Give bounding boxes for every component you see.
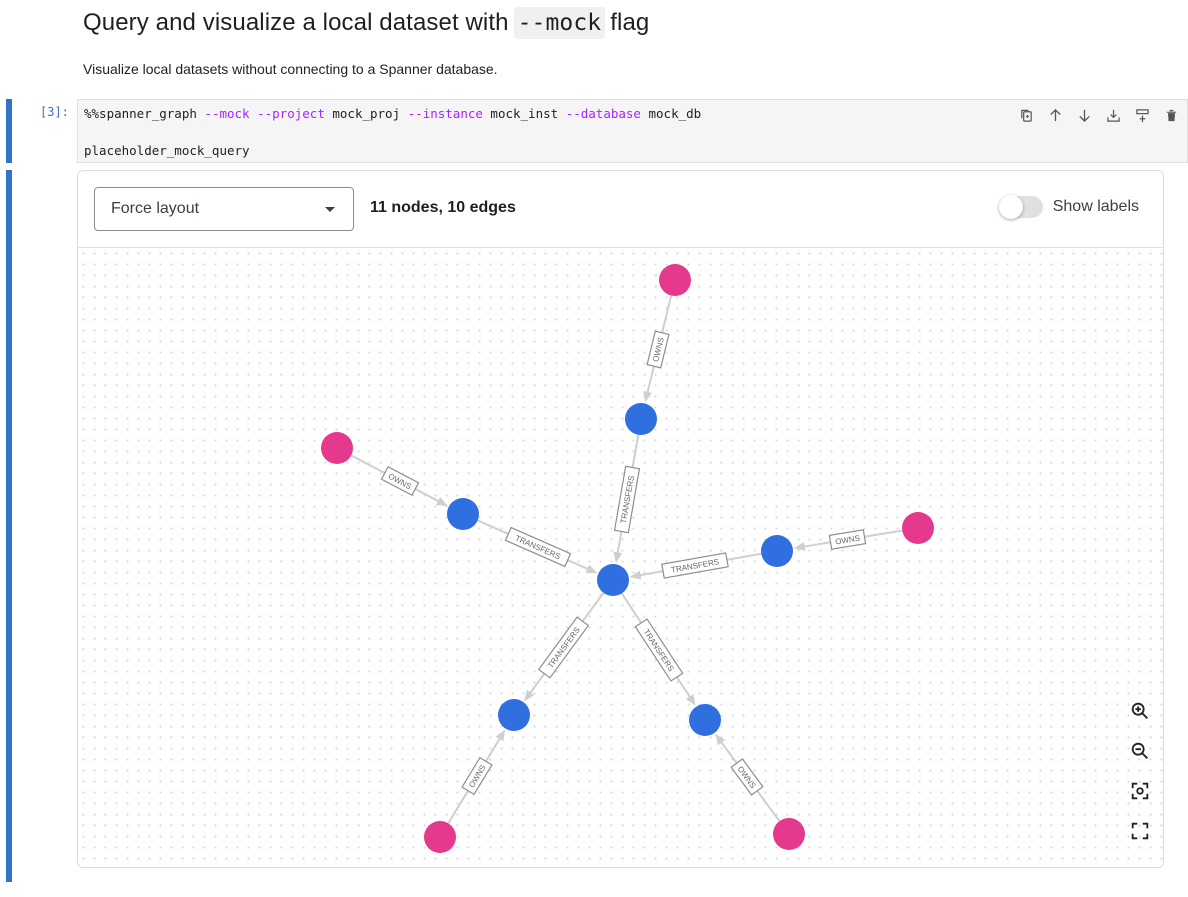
title-code: --mock bbox=[513, 7, 606, 39]
graph-edge[interactable]: TRANSFERS bbox=[613, 434, 641, 564]
title-text-before: Query and visualize a local dataset with bbox=[83, 9, 509, 36]
graph-svg[interactable]: OWNS OWNS OWNS OWNS OWNS TRANSFERS TRANSFERS TR… bbox=[78, 248, 1163, 868]
code-line-1[interactable]: %%spanner_graph --mock --project mock_pr… bbox=[84, 106, 702, 121]
arrowhead-icon bbox=[613, 551, 623, 564]
arrowhead-icon bbox=[793, 542, 806, 551]
recenter-icon bbox=[1131, 782, 1149, 800]
insert-below-icon bbox=[1136, 108, 1149, 122]
markdown-description: Visualize local datasets without connect… bbox=[83, 61, 498, 77]
code-line-2[interactable]: placeholder_mock_query bbox=[84, 143, 250, 158]
zoom-out-icon bbox=[1131, 742, 1148, 759]
edge-label: OWNS bbox=[730, 758, 764, 796]
nodes-layer bbox=[321, 264, 934, 853]
layout-select-value: Force layout bbox=[111, 200, 200, 217]
delete-icon bbox=[1166, 109, 1177, 121]
viewer-header: Force layout 11 nodes, 10 edges Show lab… bbox=[78, 171, 1163, 248]
person-node[interactable] bbox=[902, 512, 934, 544]
edge-label-text: TRANSFERS bbox=[546, 626, 582, 670]
move-up-button[interactable] bbox=[1044, 105, 1067, 125]
graph-edge[interactable]: OWNS bbox=[715, 733, 781, 822]
account-node[interactable] bbox=[625, 403, 657, 435]
cell-selection-bar[interactable] bbox=[6, 99, 12, 163]
edge-label-text: OWNS bbox=[835, 534, 861, 547]
account-node[interactable] bbox=[597, 564, 629, 596]
arrowhead-icon bbox=[715, 733, 726, 746]
edge-label: TRANSFERS bbox=[634, 618, 684, 682]
person-node[interactable] bbox=[773, 818, 805, 850]
edge-label: TRANSFERS bbox=[504, 526, 572, 568]
cell-prompt: [3]: bbox=[40, 105, 69, 119]
edge-label: TRANSFERS bbox=[537, 616, 590, 679]
graph-edge[interactable]: TRANSFERS bbox=[477, 519, 598, 574]
delete-cell-button[interactable] bbox=[1160, 105, 1183, 125]
arrowhead-icon bbox=[524, 689, 535, 702]
account-node[interactable] bbox=[447, 498, 479, 530]
copy-icon bbox=[1021, 109, 1032, 122]
recenter-button[interactable] bbox=[1128, 779, 1152, 803]
person-node[interactable] bbox=[424, 821, 456, 853]
move-down-button[interactable] bbox=[1073, 105, 1096, 125]
copy-cell-button[interactable] bbox=[1015, 105, 1038, 125]
account-node[interactable] bbox=[498, 699, 530, 731]
toggle-knob bbox=[998, 195, 1023, 219]
graph-canvas[interactable]: OWNS OWNS OWNS OWNS OWNS TRANSFERS TRANSFERS TR… bbox=[78, 248, 1163, 867]
zoom-in-icon bbox=[1131, 702, 1148, 719]
edge-label: TRANSFERS bbox=[613, 465, 641, 534]
edge-label-text: TRANSFERS bbox=[642, 628, 676, 673]
markdown-title: Query and visualize a local dataset with… bbox=[83, 6, 649, 40]
layout-select[interactable]: Force layout bbox=[94, 187, 354, 231]
graph-edge[interactable]: TRANSFERS bbox=[629, 552, 762, 580]
cell-toolbar bbox=[1015, 105, 1183, 125]
graph-edge[interactable]: OWNS bbox=[447, 729, 506, 824]
arrowhead-icon bbox=[495, 729, 506, 742]
zoom-out-button[interactable] bbox=[1128, 739, 1152, 763]
account-node[interactable] bbox=[689, 704, 721, 736]
zoom-in-button[interactable] bbox=[1128, 699, 1152, 723]
fullscreen-icon bbox=[1131, 822, 1149, 840]
arrowhead-icon bbox=[629, 570, 642, 580]
show-labels-toggle[interactable] bbox=[998, 195, 1043, 219]
edge-label: OWNS bbox=[646, 330, 670, 369]
person-node[interactable] bbox=[321, 432, 353, 464]
graph-viewer: Force layout 11 nodes, 10 edges Show lab… bbox=[77, 170, 1164, 868]
graph-edge[interactable]: TRANSFERS bbox=[524, 592, 605, 702]
output-selection-bar[interactable] bbox=[6, 170, 12, 882]
edge-label: TRANSFERS bbox=[661, 552, 729, 579]
person-node[interactable] bbox=[659, 264, 691, 296]
arrowhead-icon bbox=[685, 694, 696, 706]
edges-layer: OWNS OWNS OWNS OWNS OWNS TRANSFERS TRANSFERS TR… bbox=[350, 295, 903, 824]
insert-above-icon bbox=[1107, 109, 1120, 122]
graph-edge[interactable]: OWNS bbox=[793, 529, 903, 551]
graph-edge[interactable]: OWNS bbox=[643, 295, 673, 403]
insert-below-button[interactable] bbox=[1131, 105, 1154, 125]
show-labels-control: Show labels bbox=[998, 195, 1139, 219]
move-up-icon bbox=[1050, 108, 1061, 121]
arrowhead-icon bbox=[643, 390, 653, 403]
edge-label: OWNS bbox=[380, 466, 420, 496]
edge-label: OWNS bbox=[461, 756, 493, 796]
graph-edge[interactable]: OWNS bbox=[350, 454, 448, 507]
insert-above-button[interactable] bbox=[1102, 105, 1125, 125]
code-editor[interactable]: %%spanner_graph --mock --project mock_pr… bbox=[77, 99, 1188, 163]
arrowhead-icon bbox=[436, 497, 448, 507]
show-labels-label: Show labels bbox=[1052, 198, 1139, 215]
account-node[interactable] bbox=[761, 535, 793, 567]
graph-counts: 11 nodes, 10 edges bbox=[370, 199, 516, 216]
graph-edge[interactable]: TRANSFERS bbox=[620, 592, 696, 706]
title-text-after: flag bbox=[610, 9, 650, 36]
move-down-icon bbox=[1079, 109, 1090, 122]
edge-label: OWNS bbox=[828, 529, 867, 550]
arrowhead-icon bbox=[585, 564, 598, 574]
chevron-down-icon bbox=[325, 207, 335, 212]
fullscreen-button[interactable] bbox=[1128, 819, 1152, 843]
